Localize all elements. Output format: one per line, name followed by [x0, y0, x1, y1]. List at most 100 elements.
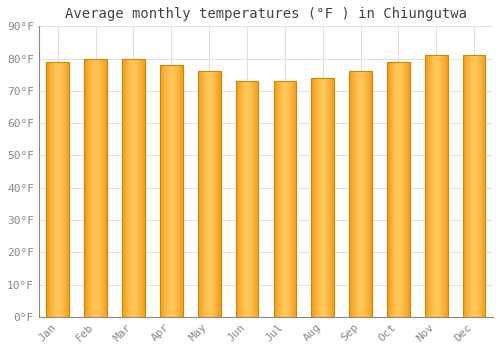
Bar: [403, 62, 404, 317]
Bar: [281, 81, 282, 317]
Bar: [288, 81, 290, 317]
Bar: [203, 71, 204, 317]
Bar: [370, 71, 371, 317]
Bar: [318, 78, 319, 317]
Bar: [471, 55, 472, 317]
Bar: [173, 65, 174, 317]
Bar: [248, 81, 250, 317]
Bar: [363, 71, 364, 317]
Bar: [293, 81, 294, 317]
Bar: [446, 55, 447, 317]
Bar: [202, 71, 203, 317]
Bar: [437, 55, 438, 317]
Bar: [58, 62, 59, 317]
Bar: [170, 65, 172, 317]
Bar: [443, 55, 444, 317]
Bar: [444, 55, 446, 317]
Bar: [476, 55, 477, 317]
Bar: [319, 78, 320, 317]
Bar: [251, 81, 252, 317]
Bar: [441, 55, 442, 317]
Bar: [428, 55, 430, 317]
Bar: [387, 62, 410, 317]
Bar: [324, 78, 325, 317]
Bar: [174, 65, 175, 317]
Bar: [131, 58, 132, 317]
Bar: [447, 55, 448, 317]
Title: Average monthly temperatures (°F ) in Chiungutwa: Average monthly temperatures (°F ) in Ch…: [65, 7, 467, 21]
Bar: [88, 58, 89, 317]
Bar: [352, 71, 353, 317]
Bar: [135, 58, 136, 317]
Bar: [350, 71, 352, 317]
Bar: [330, 78, 331, 317]
Bar: [89, 58, 90, 317]
Bar: [371, 71, 372, 317]
Bar: [130, 58, 131, 317]
Bar: [247, 81, 248, 317]
Bar: [332, 78, 334, 317]
Bar: [54, 62, 56, 317]
Bar: [354, 71, 356, 317]
Bar: [140, 58, 141, 317]
Bar: [316, 78, 318, 317]
Bar: [484, 55, 486, 317]
Bar: [481, 55, 482, 317]
Bar: [322, 78, 324, 317]
Bar: [236, 81, 258, 317]
Bar: [138, 58, 140, 317]
Bar: [181, 65, 182, 317]
Bar: [85, 58, 86, 317]
Bar: [470, 55, 471, 317]
Bar: [431, 55, 432, 317]
Bar: [204, 71, 206, 317]
Bar: [98, 58, 100, 317]
Bar: [250, 81, 251, 317]
Bar: [404, 62, 405, 317]
Bar: [388, 62, 390, 317]
Bar: [368, 71, 369, 317]
Bar: [198, 71, 200, 317]
Bar: [405, 62, 406, 317]
Bar: [61, 62, 62, 317]
Bar: [178, 65, 179, 317]
Bar: [122, 58, 123, 317]
Bar: [165, 65, 166, 317]
Bar: [253, 81, 254, 317]
Bar: [408, 62, 409, 317]
Bar: [425, 55, 448, 317]
Bar: [474, 55, 475, 317]
Bar: [47, 62, 48, 317]
Bar: [427, 55, 428, 317]
Bar: [100, 58, 101, 317]
Bar: [208, 71, 209, 317]
Bar: [425, 55, 426, 317]
Bar: [356, 71, 357, 317]
Bar: [313, 78, 314, 317]
Bar: [216, 71, 218, 317]
Bar: [160, 65, 182, 317]
Bar: [279, 81, 280, 317]
Bar: [243, 81, 244, 317]
Bar: [464, 55, 465, 317]
Bar: [214, 71, 215, 317]
Bar: [128, 58, 129, 317]
Bar: [426, 55, 427, 317]
Bar: [274, 81, 275, 317]
Bar: [463, 55, 464, 317]
Bar: [201, 71, 202, 317]
Bar: [179, 65, 180, 317]
Bar: [475, 55, 476, 317]
Bar: [62, 62, 63, 317]
Bar: [215, 71, 216, 317]
Bar: [102, 58, 103, 317]
Bar: [256, 81, 257, 317]
Bar: [314, 78, 315, 317]
Bar: [64, 62, 66, 317]
Bar: [59, 62, 60, 317]
Bar: [84, 58, 107, 317]
Bar: [101, 58, 102, 317]
Bar: [393, 62, 394, 317]
Bar: [169, 65, 170, 317]
Bar: [136, 58, 137, 317]
